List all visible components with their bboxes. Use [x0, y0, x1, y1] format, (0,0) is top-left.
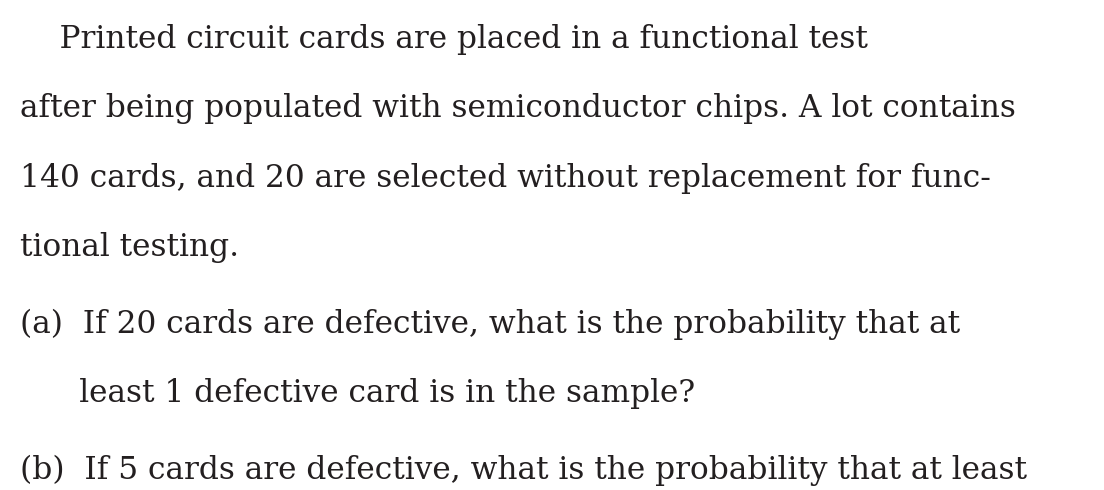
Text: tional testing.: tional testing.	[20, 232, 238, 263]
Text: (a)  If 20 cards are defective, what is the probability that at: (a) If 20 cards are defective, what is t…	[20, 309, 960, 340]
Text: least 1 defective card is in the sample?: least 1 defective card is in the sample?	[20, 378, 696, 409]
Text: 140 cards, and 20 are selected without replacement for func-: 140 cards, and 20 are selected without r…	[20, 163, 990, 194]
Text: after being populated with semiconductor chips. A lot contains: after being populated with semiconductor…	[20, 93, 1016, 124]
Text: Printed circuit cards are placed in a functional test: Printed circuit cards are placed in a fu…	[20, 24, 868, 54]
Text: (b)  If 5 cards are defective, what is the probability that at least: (b) If 5 cards are defective, what is th…	[20, 455, 1027, 486]
